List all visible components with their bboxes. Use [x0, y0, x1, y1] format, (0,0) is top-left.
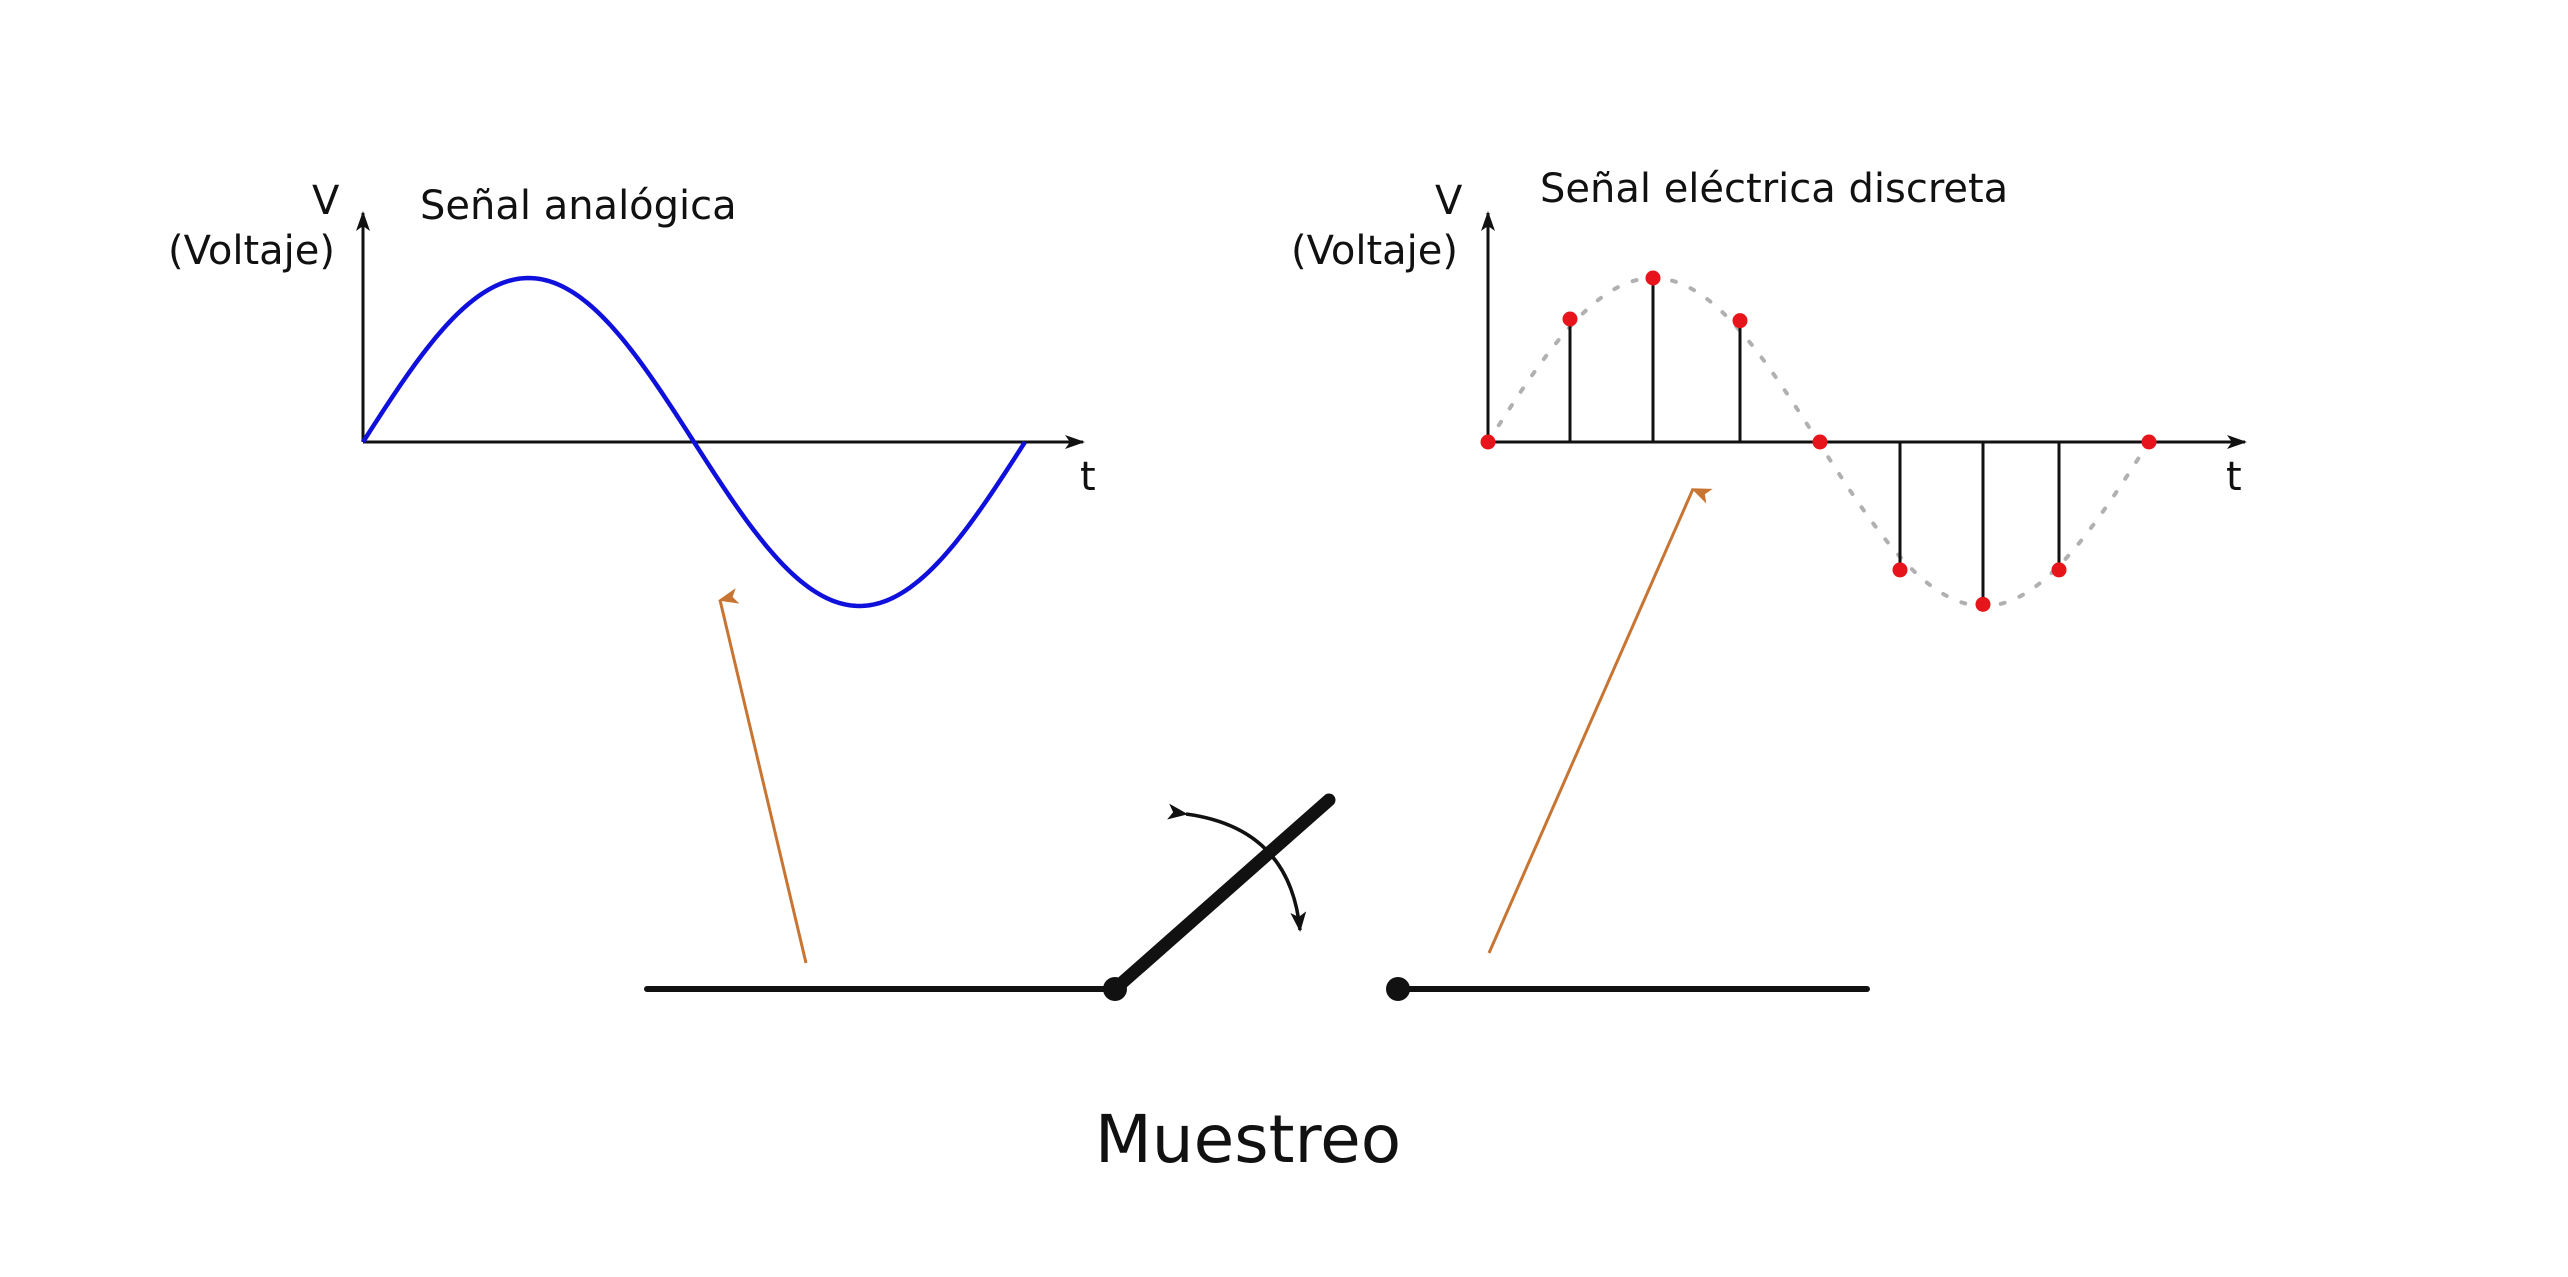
analog-pointer-arrow — [718, 588, 808, 964]
analog-title: Señal analógica — [420, 183, 737, 229]
discrete-y-symbol: V — [1435, 178, 1463, 224]
discrete-title: Señal eléctrica discreta — [1540, 166, 2008, 212]
sample-point — [1480, 434, 1496, 450]
sample-point — [1812, 434, 1828, 450]
discrete-y-label: (Voltaje) — [1291, 228, 1458, 274]
analog-signal-chart: V (Voltaje) Señal analógica t — [168, 178, 1096, 609]
analog-y-symbol: V — [312, 178, 340, 224]
switch-pivot — [1103, 977, 1127, 1001]
sample-point — [1975, 596, 1991, 612]
rotation-arrow-icon — [1167, 803, 1307, 932]
switch-lever — [1108, 793, 1336, 996]
discrete-signal-chart: V (Voltaje) Señal eléctrica discreta t — [1291, 166, 2247, 612]
discrete-pointer-arrow — [1487, 488, 1713, 954]
sample-point — [2051, 562, 2067, 578]
analog-sine-curve — [361, 275, 1027, 609]
sample-point — [2141, 434, 2157, 450]
sample-point — [1562, 311, 1578, 327]
sample-point — [1645, 270, 1661, 286]
discrete-samples — [1480, 270, 2157, 612]
analog-y-label: (Voltaje) — [168, 228, 335, 274]
sampling-switch: Muestreo — [644, 793, 1870, 1178]
discrete-x-label: t — [2226, 454, 2242, 500]
sample-point — [1732, 313, 1748, 329]
switch-caption: Muestreo — [1095, 1101, 1401, 1178]
sample-point — [1892, 562, 1908, 578]
analog-x-label: t — [1080, 454, 1096, 500]
